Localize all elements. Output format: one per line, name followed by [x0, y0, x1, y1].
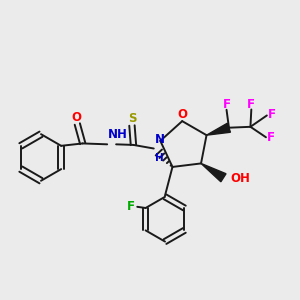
Text: H: H: [155, 153, 164, 163]
Text: F: F: [268, 108, 276, 121]
Text: F: F: [247, 98, 255, 111]
Text: N: N: [155, 133, 165, 146]
Text: NH: NH: [108, 128, 128, 141]
Text: O: O: [178, 108, 188, 121]
Polygon shape: [201, 164, 226, 182]
Text: F: F: [223, 98, 231, 111]
Text: S: S: [128, 112, 136, 125]
Text: F: F: [267, 131, 275, 144]
Polygon shape: [206, 123, 230, 135]
Text: F: F: [127, 200, 135, 213]
Text: OH: OH: [230, 172, 250, 185]
Text: O: O: [72, 111, 82, 124]
